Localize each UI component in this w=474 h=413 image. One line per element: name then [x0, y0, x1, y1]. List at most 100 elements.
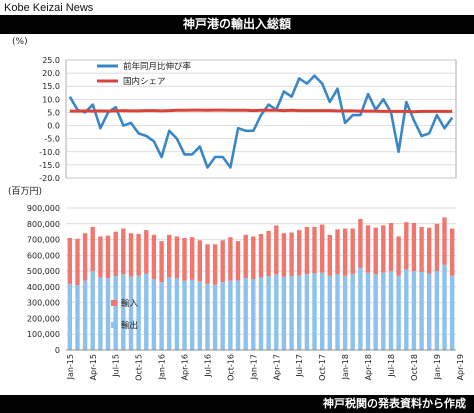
growth-rate-line [68, 74, 454, 169]
import-bar [90, 226, 95, 272]
export-bar [304, 274, 310, 350]
export-bar [121, 274, 126, 350]
x-tick-label: Oct-16 [226, 354, 235, 381]
export-bar [327, 275, 332, 350]
export-bar [312, 273, 317, 350]
import-bar [105, 235, 111, 279]
import-bar [350, 228, 355, 275]
x-tick-label: Apr-15 [89, 354, 98, 380]
import-bar [427, 227, 432, 274]
export-bar [136, 275, 141, 350]
export-bar [335, 274, 340, 350]
import-bar [205, 244, 210, 284]
export-bar [258, 277, 264, 350]
top-y-tick-label: 5.0 [47, 108, 60, 117]
import-bar [442, 217, 447, 265]
import-bar [365, 225, 371, 273]
import-bar [121, 228, 126, 275]
import-bar [404, 222, 409, 270]
bottom-legend-label: 輸出 [121, 320, 138, 331]
export-bar [342, 275, 348, 350]
export-bar [151, 279, 157, 350]
import-bar [358, 219, 363, 268]
export-bar [381, 272, 386, 350]
x-tick-label: Apr-18 [364, 354, 373, 380]
export-bar [228, 280, 233, 350]
import-bar [411, 223, 417, 272]
export-bar [365, 272, 371, 350]
x-tick-label: Apr-17 [272, 354, 281, 380]
top-unit-label: (%) [12, 37, 28, 47]
import-bar [136, 234, 141, 276]
export-bar [182, 280, 187, 350]
import-bar [144, 230, 149, 274]
x-tick-label: Jan-18 [341, 354, 350, 380]
export-bar [358, 268, 363, 350]
x-tick-label: Jul-18 [387, 354, 396, 378]
import-bar [67, 238, 72, 284]
export-bar [90, 271, 95, 350]
export-bar [98, 277, 103, 350]
bottom-y-tick-label: 600,000 [27, 251, 60, 260]
import-bar [388, 223, 394, 272]
bottom-y-tick-label: 0 [55, 346, 60, 355]
import-bar [182, 238, 187, 281]
export-bar [243, 278, 248, 350]
import-bar [335, 229, 340, 275]
domestic-share-line [69, 108, 453, 114]
import-bar [297, 230, 302, 276]
import-bar [281, 233, 287, 277]
import-bar [342, 228, 348, 276]
export-bar [396, 275, 401, 350]
import-bar [167, 234, 172, 278]
export-bar [442, 264, 447, 350]
import-bar [235, 241, 241, 281]
x-tick-label: Apr-19 [456, 354, 465, 380]
export-bar [205, 283, 210, 350]
bottom-y-tick-label: 400,000 [27, 283, 60, 292]
export-bar [235, 280, 241, 350]
export-bar [411, 271, 417, 350]
import-bar [151, 234, 157, 279]
import-bar [434, 223, 440, 272]
top-y-tick-label: -10.0 [39, 148, 60, 157]
export-bar [113, 275, 118, 350]
import-bar [327, 234, 332, 276]
export-bar [174, 278, 180, 350]
chart-title: 神戸港の輸出入総額 [0, 15, 474, 34]
import-bar [197, 240, 202, 282]
bottom-y-tick-label: 200,000 [27, 314, 60, 323]
export-bar [404, 269, 409, 350]
x-tick-label: Oct-17 [318, 354, 327, 381]
x-tick-label: Jul-15 [112, 354, 121, 378]
source-footer: 神戸税関の発表資料から作成 [0, 395, 474, 413]
import-bar [381, 225, 386, 273]
x-tick-label: Jan-19 [433, 354, 442, 380]
x-tick-label: Oct-18 [410, 354, 419, 381]
import-bar [450, 228, 455, 276]
import-bar [396, 236, 401, 276]
x-tick-label: Apr-16 [181, 354, 190, 380]
top-y-tick-label: 25.0 [42, 56, 60, 65]
export-bar [289, 275, 294, 350]
bottom-y-tick-label: 500,000 [27, 267, 60, 276]
export-bar [67, 283, 72, 350]
top-y-tick-label: 20.0 [42, 69, 60, 78]
export-bar [75, 285, 80, 350]
x-tick-label: Jul-16 [203, 354, 212, 378]
import-bar [320, 224, 325, 273]
bottom-y-tick-label: 300,000 [27, 299, 60, 308]
bottom-y-tick-label: 800,000 [27, 220, 60, 229]
export-bar [320, 272, 325, 350]
import-bar [128, 233, 134, 277]
bottom-legend-swatch [111, 322, 117, 328]
import-bar [312, 226, 317, 274]
import-bar [220, 240, 225, 283]
export-bar [197, 281, 202, 350]
bottom-y-tick-label: 700,000 [27, 236, 60, 245]
import-bar [251, 236, 256, 279]
x-tick-label: Jul-17 [295, 354, 304, 378]
import-bar [190, 237, 195, 280]
